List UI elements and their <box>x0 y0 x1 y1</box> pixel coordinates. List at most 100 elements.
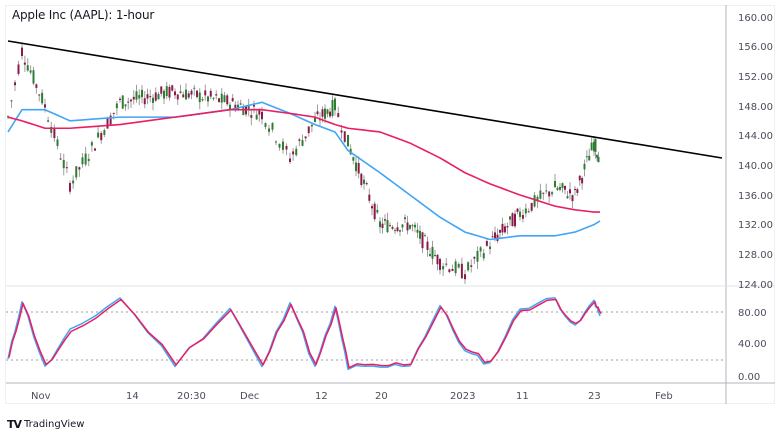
candle <box>414 224 416 228</box>
fast-moving-average-line[interactable] <box>7 101 601 241</box>
candle <box>564 185 566 190</box>
candle <box>454 261 457 274</box>
time-label: 11 <box>516 391 529 402</box>
candle <box>509 216 511 220</box>
candle <box>75 166 78 178</box>
candle <box>301 140 304 146</box>
candle <box>391 226 394 229</box>
candle <box>84 153 87 165</box>
candle <box>307 126 310 134</box>
candle <box>231 98 234 102</box>
candle <box>569 189 571 194</box>
time-label: 2023 <box>450 391 475 402</box>
time-axis[interactable]: Nov 14 20:30 Dec 12 20 2023 11 23 Feb <box>31 391 673 402</box>
stochastic-k-line[interactable] <box>7 297 601 371</box>
candle <box>559 186 561 190</box>
candle <box>588 155 591 161</box>
price-label: 140.00 <box>738 161 773 172</box>
candle <box>81 157 84 165</box>
descending-trendline[interactable] <box>7 40 723 159</box>
candle <box>146 94 149 99</box>
candle <box>566 196 569 199</box>
candle <box>62 160 65 169</box>
candle <box>360 173 363 185</box>
candle <box>135 91 138 100</box>
candle <box>53 127 56 139</box>
candle <box>445 263 448 265</box>
price-label: 144.00 <box>738 131 773 142</box>
candle <box>298 139 301 141</box>
oscillator-axis[interactable]: 80.00 40.00 0.00 <box>738 308 767 383</box>
time-label: 20 <box>375 391 388 402</box>
candle <box>7 116 9 118</box>
candle <box>371 206 373 209</box>
candle <box>473 256 476 259</box>
candle <box>209 90 212 97</box>
candle <box>593 141 595 152</box>
osc-label: 40.00 <box>738 339 767 350</box>
candle <box>264 123 267 127</box>
candle <box>448 269 451 273</box>
candle <box>527 211 530 213</box>
candle <box>109 115 112 125</box>
slow-moving-average-line[interactable] <box>7 108 600 213</box>
candle <box>516 208 519 212</box>
candle <box>247 105 250 110</box>
candle <box>198 92 201 103</box>
candle <box>255 114 258 120</box>
price-label: 148.00 <box>738 102 773 113</box>
candle <box>476 251 479 262</box>
candle <box>357 162 360 174</box>
candle <box>434 254 436 257</box>
time-label: Dec <box>240 391 259 402</box>
candle <box>451 268 454 272</box>
candle <box>431 246 434 259</box>
candle <box>103 130 106 135</box>
candle <box>207 96 209 102</box>
candle <box>215 94 218 96</box>
candle <box>401 224 404 228</box>
candle <box>271 122 274 130</box>
candle <box>519 211 521 217</box>
candle <box>41 92 44 104</box>
candle <box>429 254 431 256</box>
candle <box>179 91 182 93</box>
price-label: 132.00 <box>738 220 773 231</box>
candle <box>112 112 115 114</box>
stochastic-pane <box>6 297 726 371</box>
candle <box>196 90 198 98</box>
candle <box>396 227 399 232</box>
candle <box>168 86 171 98</box>
candle <box>551 192 554 195</box>
candle <box>237 104 239 110</box>
stochastic-d-line[interactable] <box>8 298 602 369</box>
candle <box>585 156 588 158</box>
candle <box>115 103 118 109</box>
candle <box>352 157 355 161</box>
candle <box>548 191 551 197</box>
candle <box>132 96 135 100</box>
candle <box>337 113 340 117</box>
chart-title: Apple Inc (AAPL): 1-hour <box>12 8 155 22</box>
candle <box>44 104 46 108</box>
candle <box>379 221 381 228</box>
candle <box>56 139 59 146</box>
candle <box>571 195 574 202</box>
candle <box>340 130 343 133</box>
price-axis[interactable]: 160.00 156.00 152.00 148.00 144.00 140.0… <box>738 13 773 291</box>
price-label: 128.00 <box>738 250 773 261</box>
candle <box>100 132 103 141</box>
candle <box>261 111 263 120</box>
tradingview-brand[interactable]: TV TradingView <box>7 418 84 431</box>
candle <box>504 226 506 233</box>
candle <box>127 101 130 103</box>
price-pane <box>7 40 723 284</box>
candle <box>32 70 35 84</box>
candle <box>442 266 445 270</box>
candle <box>278 144 281 148</box>
candle <box>381 223 384 229</box>
candle <box>389 225 391 227</box>
candle <box>590 142 593 151</box>
candle <box>491 236 494 238</box>
